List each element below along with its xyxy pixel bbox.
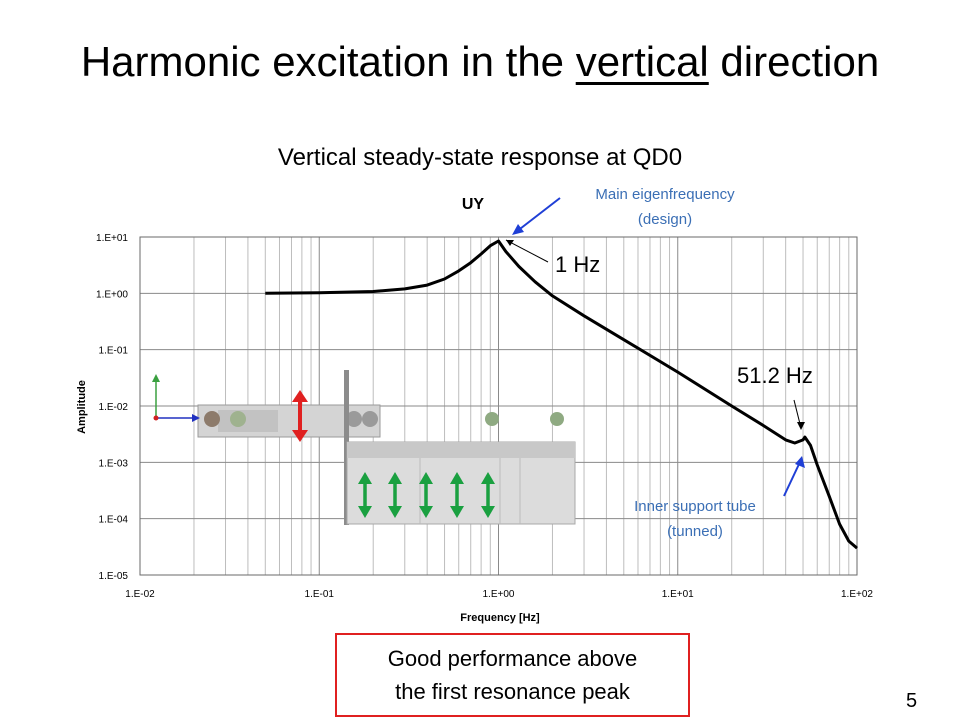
callout-line2: the first resonance peak	[395, 679, 630, 704]
y-tick-label: 1.E-04	[99, 515, 129, 526]
y-axis-label: Amplitude	[76, 380, 88, 434]
inner-support-line2: (tunned)	[667, 523, 723, 540]
annotation-pointers	[505, 197, 805, 497]
suspension-model-image	[197, 370, 576, 525]
page-number: 5	[906, 690, 918, 712]
title-underlined-word: vertical	[575, 38, 709, 85]
title-part-1: Harmonic excitation in the	[80, 38, 576, 85]
support-arrow-head-up	[388, 472, 402, 484]
main-eigenfrequency-note: Main eigenfrequency (design)	[560, 182, 770, 232]
support-arrow-green	[450, 472, 464, 518]
peak-label-51hz: 51.2 Hz	[737, 363, 813, 388]
support-arrow-green	[481, 472, 495, 518]
support-arrow-green	[419, 472, 433, 518]
y-tick-label: 1.E-05	[99, 571, 129, 582]
support-arrow-head-up	[358, 472, 372, 484]
support-arrow-head-up	[450, 472, 464, 484]
inner-support-note: Inner support tube (tunned)	[595, 494, 795, 544]
main-eigenfrequency-line2: (design)	[637, 211, 693, 228]
support-arrow-head-down	[481, 506, 495, 518]
axis-ticks: 1.E-02 1.E-01 1.E+00 1.E+01 1.E+02 1.E+01 1.E+…	[96, 233, 873, 600]
x-tick-label: 1.E+02	[841, 589, 873, 600]
support-arrows	[358, 472, 495, 518]
y-tick-label: 1.E-01	[99, 346, 129, 357]
support-arrow-green	[388, 472, 402, 518]
y-tick-label: 1.E+00	[96, 289, 128, 300]
slide-title: Harmonic excitation in the vertical dire…	[0, 36, 960, 88]
support-arrow-head-down	[388, 506, 402, 518]
y-tick-label: 1.E-03	[99, 458, 129, 469]
peak-label-1hz: 1 Hz	[555, 252, 601, 277]
y-tick-label: 1.E+01	[96, 233, 128, 244]
axis-triad-icon	[152, 374, 200, 422]
x-tick-label: 1.E+01	[662, 589, 694, 600]
support-arrow-head-down	[419, 506, 433, 518]
y-tick-label: 1.E-02	[99, 402, 129, 413]
vertical-excitation-arrow-red	[292, 390, 308, 442]
chart-subtitle: Vertical steady-state response at QD0	[277, 144, 683, 171]
title-part-2: direction	[708, 38, 880, 85]
x-tick-label: 1.E-01	[305, 589, 335, 600]
support-arrow-green	[358, 472, 372, 518]
callout-line1: Good performance above	[387, 646, 638, 671]
chart-title: UY	[461, 196, 485, 213]
support-arrow-head-up	[419, 472, 433, 484]
plot-border	[139, 236, 858, 576]
x-tick-label: 1.E+00	[483, 589, 515, 600]
support-arrow-head-down	[450, 506, 464, 518]
x-tick-label: 1.E-02	[125, 589, 155, 600]
main-eigenfrequency-line1: Main eigenfrequency	[595, 186, 735, 203]
x-axis-label: Frequency [Hz]	[460, 612, 540, 624]
series-line-uy	[265, 239, 858, 550]
performance-callout-box: Good performance above the first resonan…	[335, 633, 690, 717]
support-arrow-head-up	[481, 472, 495, 484]
support-arrow-head-down	[358, 506, 372, 518]
inner-support-line1: Inner support tube	[634, 498, 756, 515]
